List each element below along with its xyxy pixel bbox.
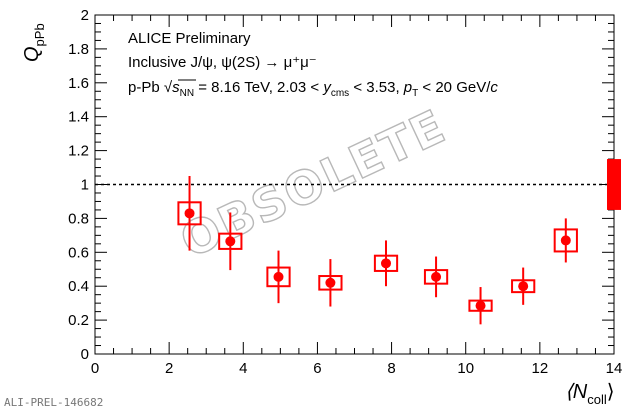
y-tick-label: 1.8 xyxy=(68,41,89,58)
y-tick-label: 2 xyxy=(81,7,89,24)
global-uncertainty-box xyxy=(607,159,621,210)
x-tick-label: 4 xyxy=(239,360,247,377)
syst-error-box xyxy=(318,275,343,291)
ann-sqrt-var: s xyxy=(172,79,180,96)
y-tick-label: 0.2 xyxy=(68,312,89,329)
x-tick-label: 14 xyxy=(606,360,623,377)
y-tick-label: 0.4 xyxy=(68,278,89,295)
ann-sqrt-sign: √ xyxy=(164,79,173,96)
y-tick-label: 0.8 xyxy=(68,210,89,227)
ann-cms-sub: cms xyxy=(331,88,349,99)
watermark-text: OBSOLETE xyxy=(172,99,454,269)
data-point xyxy=(518,281,529,292)
x-axis-label-sub: coll xyxy=(587,392,607,407)
y-tick-label: 0.6 xyxy=(68,244,89,261)
y-axis-label-sub: pPb xyxy=(32,23,47,46)
data-point xyxy=(273,271,284,282)
ann-y-var: y xyxy=(322,79,332,96)
ann-part-a: p-Pb xyxy=(128,79,164,96)
syst-error-box xyxy=(218,232,243,250)
y-tick-label: 1.4 xyxy=(68,109,89,126)
syst-error-box xyxy=(373,254,399,272)
ann-part-d: < 20 GeV/ xyxy=(418,79,491,96)
annotation-channel: Inclusive J/ψ, ψ(2S) → μ⁺μ⁻ xyxy=(128,54,317,71)
ann-p-var: p xyxy=(403,79,412,96)
data-point xyxy=(475,300,486,311)
y-tick-label: 0 xyxy=(81,346,89,363)
x-axis-label-main: ⟨N xyxy=(565,381,588,403)
data-point xyxy=(225,236,236,247)
x-tick-label: 10 xyxy=(457,360,474,377)
ann-part-b: = 8.16 TeV, 2.03 < xyxy=(194,79,323,96)
data-point xyxy=(325,277,336,288)
ann-part-c: < 3.53, xyxy=(349,79,404,96)
ann-t-sub: T xyxy=(412,88,418,99)
x-axis-label: ⟨Ncoll⟩ xyxy=(565,381,615,407)
x-tick-label: 2 xyxy=(165,360,173,377)
syst-error-box xyxy=(511,279,536,294)
preliminary-id: ALI-PREL-146682 xyxy=(4,396,103,409)
syst-error-box xyxy=(177,201,202,226)
x-tick-label: 0 xyxy=(91,360,99,377)
data-point xyxy=(431,271,442,282)
y-tick-label: 1.6 xyxy=(68,75,89,92)
data-point xyxy=(184,208,195,219)
y-axis-label-main: Q xyxy=(21,46,43,62)
ann-nn-sub: NN xyxy=(180,88,194,99)
data-point xyxy=(381,258,392,269)
y-axis-label: QpPb xyxy=(21,23,47,62)
x-tick-label: 8 xyxy=(387,360,395,377)
annotation-alice: ALICE Preliminary xyxy=(128,30,251,47)
data-points xyxy=(177,176,578,325)
x-tick-label: 6 xyxy=(313,360,321,377)
syst-error-box xyxy=(468,299,493,312)
syst-error-box xyxy=(553,228,578,253)
y-axis: 0 0.2 0.4 0.6 0.8 1 1.2 1.4 1.6 1.8 2 xyxy=(68,7,614,363)
annotation-kinematics: p-Pb √sNN = 8.16 TeV, 2.03 < ycms < 3.53… xyxy=(128,79,498,99)
x-axis: 0 2 4 6 8 10 12 14 xyxy=(91,15,623,377)
y-tick-label: 1.2 xyxy=(68,143,89,160)
y-tick-label: 1 xyxy=(81,177,89,194)
syst-error-box xyxy=(423,269,449,285)
syst-error-box xyxy=(266,266,291,288)
ann-c-var: c xyxy=(490,79,498,96)
data-point xyxy=(560,235,571,246)
x-tick-label: 12 xyxy=(532,360,549,377)
x-axis-label-close: ⟩ xyxy=(607,381,615,403)
